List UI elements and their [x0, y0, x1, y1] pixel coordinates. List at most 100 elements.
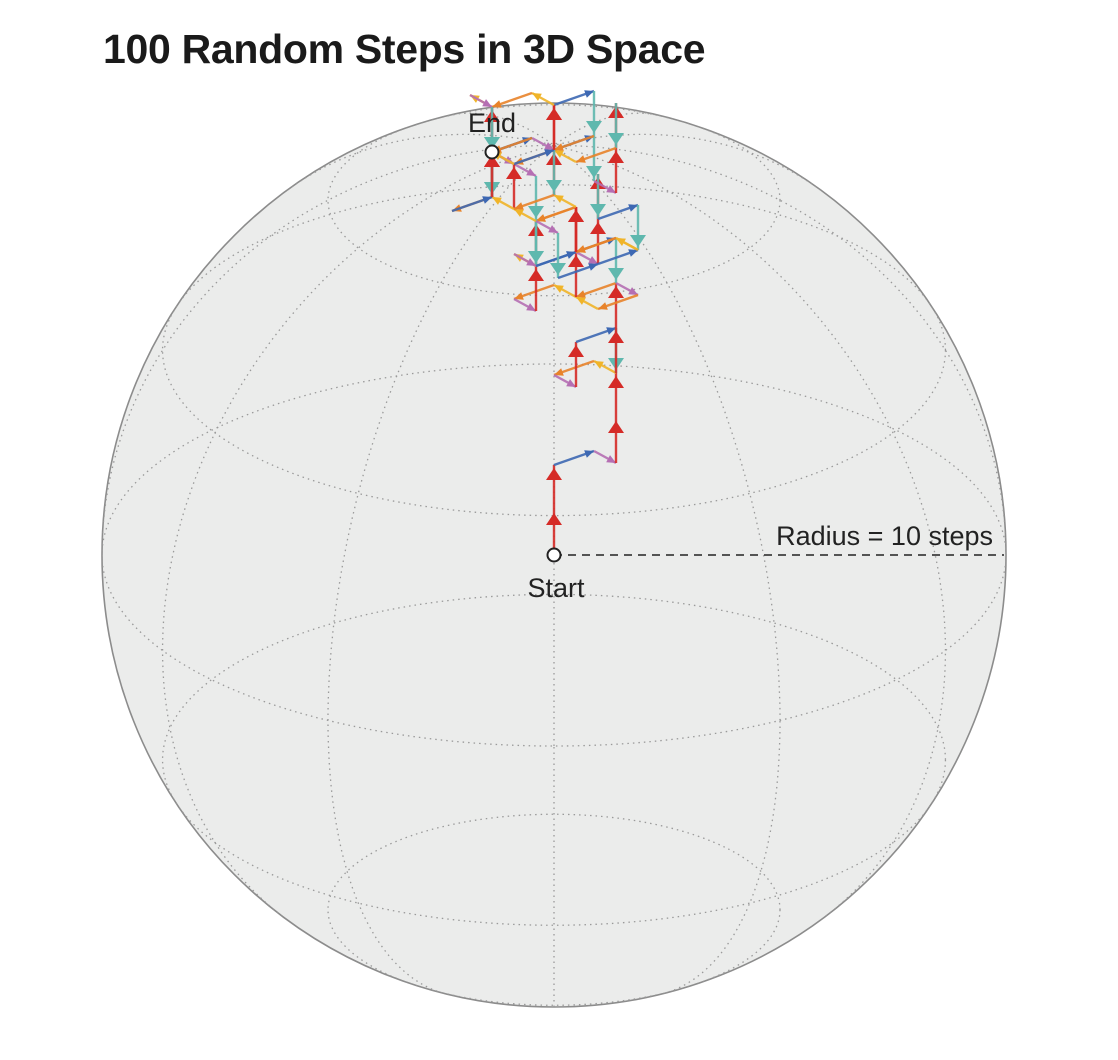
- step-z-minus: [553, 148, 577, 164]
- arrowhead: [608, 376, 624, 388]
- random-walk: [451, 89, 646, 555]
- step-x-plus: [597, 203, 639, 221]
- step-x-minus: [553, 359, 595, 377]
- arrowhead: [536, 214, 546, 222]
- arrowhead: [554, 150, 564, 158]
- arrowhead: [514, 292, 524, 300]
- step-up: [528, 266, 544, 311]
- arrowhead: [544, 142, 554, 150]
- arrowhead: [546, 513, 562, 525]
- meridian-line: [327, 112, 661, 995]
- step-z-minus: [553, 193, 577, 209]
- arrowhead: [586, 121, 602, 133]
- arrowhead: [628, 287, 638, 295]
- arrowhead: [606, 185, 616, 193]
- arrowhead: [588, 263, 598, 271]
- step-down: [586, 136, 602, 181]
- arrowhead: [484, 155, 500, 167]
- arrowhead: [514, 209, 524, 217]
- step-z-minus: [593, 359, 617, 375]
- step-x-plus: [553, 89, 595, 107]
- arrowhead: [528, 269, 544, 281]
- step-down: [630, 205, 646, 250]
- arrowhead: [548, 225, 558, 233]
- arrowhead: [568, 345, 584, 357]
- step-z-plus: [593, 179, 617, 195]
- meridian-line: [447, 112, 781, 995]
- step-x-plus: [575, 326, 617, 344]
- arrowhead: [606, 455, 616, 463]
- arrowhead: [576, 155, 586, 163]
- arrowhead: [550, 263, 566, 275]
- step-down: [586, 91, 602, 136]
- arrowhead: [576, 245, 586, 253]
- step-up: [568, 252, 584, 297]
- arrowhead: [554, 368, 564, 376]
- arrowhead: [554, 195, 564, 203]
- meridian-line: [286, 133, 947, 917]
- step-x-minus: [575, 281, 617, 299]
- step-z-plus: [469, 93, 493, 109]
- arrowhead: [628, 204, 638, 212]
- arrowhead: [608, 421, 624, 433]
- step-up: [590, 219, 606, 264]
- arrowhead: [492, 197, 502, 205]
- step-z-minus: [491, 195, 515, 211]
- arrowhead: [566, 379, 576, 387]
- arrowhead: [630, 235, 646, 247]
- latitude-line: [161, 593, 947, 926]
- step-z-plus: [575, 250, 599, 266]
- step-down: [608, 103, 624, 148]
- step-x-plus: [553, 449, 595, 467]
- arrowhead: [492, 100, 502, 108]
- step-x-plus: [535, 250, 577, 268]
- start-label: Start: [527, 573, 585, 603]
- arrowhead: [568, 255, 584, 267]
- step-x-plus: [597, 248, 639, 266]
- step-up: [608, 283, 624, 328]
- sphere-grid: [102, 103, 1006, 1007]
- arrowhead: [598, 302, 608, 310]
- radius-label: Radius = 10 steps: [776, 521, 993, 551]
- step-up: [608, 148, 624, 193]
- step-z-minus: [513, 207, 537, 223]
- arrowhead: [526, 168, 536, 176]
- step-x-minus: [553, 134, 595, 152]
- step-up: [568, 207, 584, 252]
- step-x-minus: [597, 293, 639, 311]
- latitude-line: [327, 813, 781, 1006]
- step-up: [546, 465, 562, 510]
- step-up: [608, 418, 624, 463]
- arrowhead: [616, 238, 626, 246]
- step-z-plus: [593, 449, 617, 465]
- arrowhead: [608, 151, 624, 163]
- arrowhead: [532, 93, 542, 101]
- step-z-plus: [535, 219, 559, 235]
- step-down: [590, 174, 606, 219]
- step-down: [546, 150, 562, 195]
- arrowhead: [606, 327, 616, 335]
- arrowhead: [544, 149, 554, 157]
- step-x-minus: [575, 236, 617, 254]
- arrowhead: [546, 108, 562, 120]
- end-label: End: [468, 108, 516, 138]
- step-z-minus: [575, 295, 599, 311]
- step-down: [608, 238, 624, 283]
- step-x-minus: [491, 91, 533, 109]
- step-up: [608, 328, 624, 373]
- arrowhead: [608, 268, 624, 280]
- arrowhead: [608, 331, 624, 343]
- arrowhead: [554, 285, 564, 293]
- latitude-line: [161, 184, 947, 517]
- step-z-plus: [531, 136, 555, 152]
- step-x-minus: [575, 146, 617, 164]
- arrowhead: [576, 297, 586, 305]
- arrowhead: [584, 90, 594, 98]
- arrowhead: [586, 166, 602, 178]
- step-x-minus: [535, 205, 577, 223]
- arrowhead: [546, 468, 562, 480]
- step-down: [528, 176, 544, 221]
- step-z-minus: [553, 283, 577, 299]
- arrowhead: [588, 256, 598, 264]
